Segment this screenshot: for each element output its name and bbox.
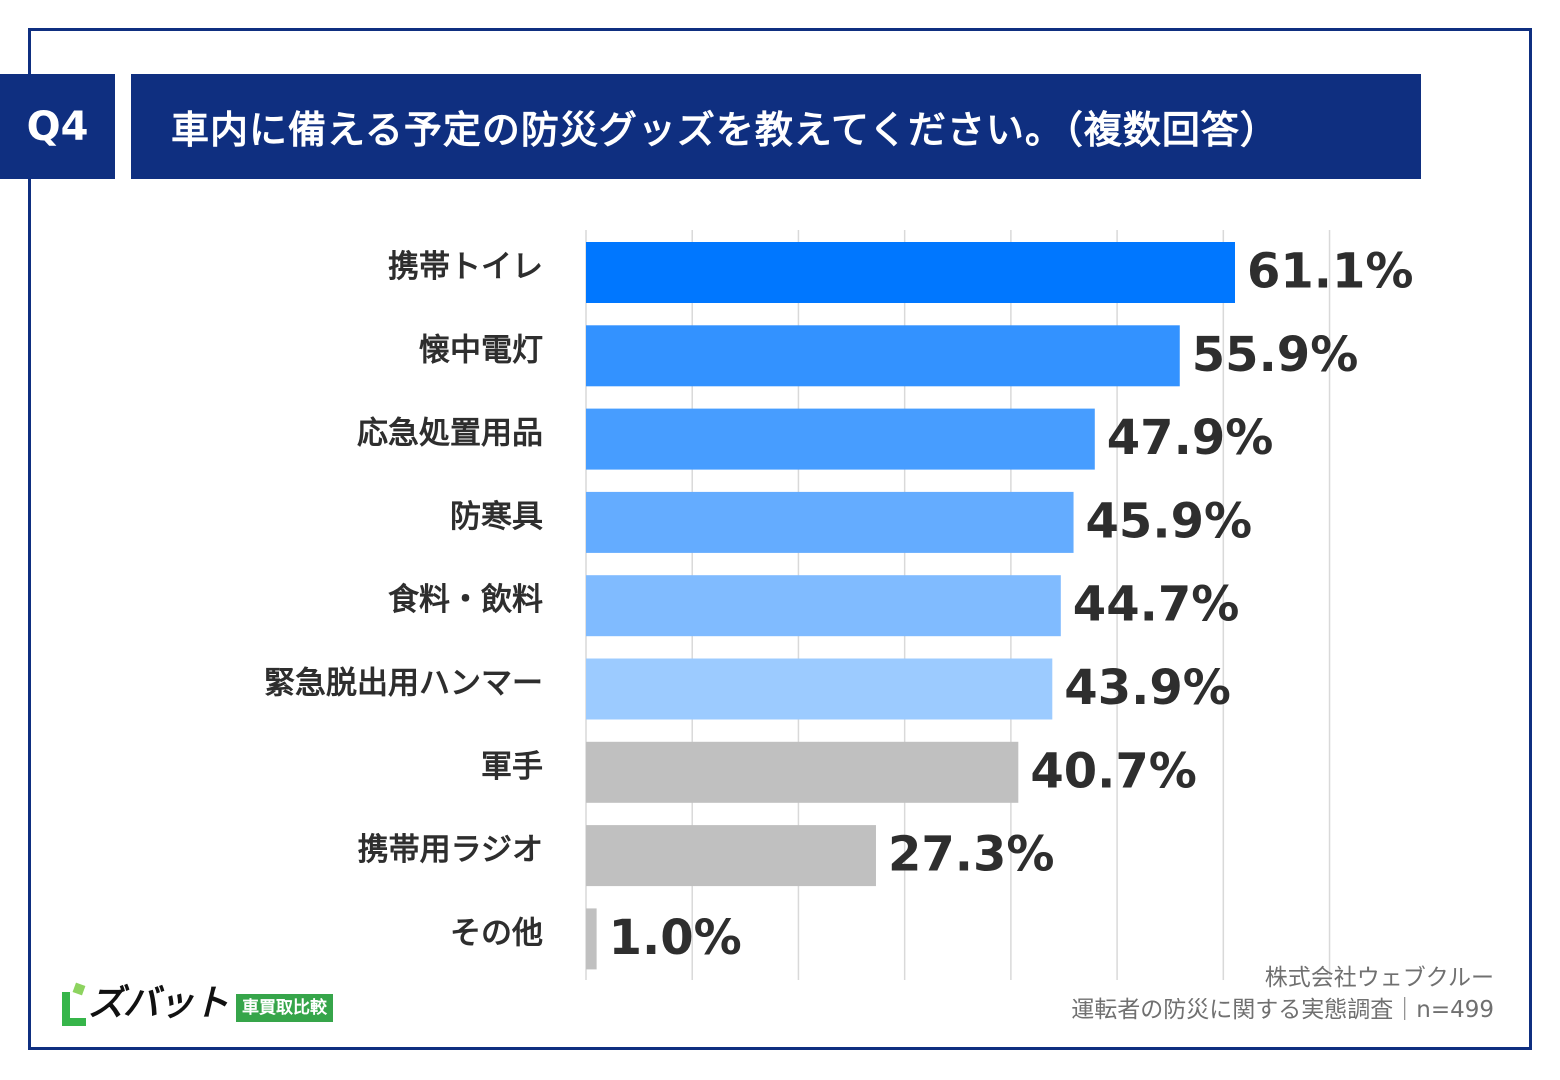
- value-label-3: 47.9%: [1107, 410, 1274, 466]
- zubat-logo: ズバット 車買取比較: [60, 976, 334, 1026]
- bar-5: [586, 575, 1061, 637]
- value-label-6: 43.9%: [1064, 660, 1231, 716]
- value-labels: 61.1% 55.9% 47.9% 45.9% 44.7% 43.9% 40.7% 27.3%…: [609, 244, 1414, 966]
- bar-8: [586, 825, 876, 887]
- value-label-5: 44.7%: [1073, 577, 1240, 633]
- value-label-1: 61.1%: [1247, 244, 1414, 300]
- value-label-9: 1.0%: [609, 910, 742, 966]
- category-label-1: 携帯トイレ: [388, 249, 543, 285]
- category-label-7: 軍手: [481, 749, 543, 785]
- value-label-8: 27.3%: [888, 827, 1055, 883]
- category-label-6: 緊急脱出用ハンマー: [264, 666, 543, 702]
- bar-4: [586, 491, 1074, 553]
- value-label-4: 45.9%: [1086, 493, 1253, 549]
- bar-6: [586, 658, 1053, 720]
- category-label-2: 懐中電灯: [419, 332, 543, 368]
- category-label-5: 食料・飲料: [388, 582, 543, 618]
- category-label-9: その他: [450, 915, 543, 951]
- logo-subtitle: 車買取比較: [236, 994, 334, 1022]
- question-title: 車内に備える予定の防災グッズを教えてください。（複数回答）: [131, 74, 1421, 179]
- bar-7: [586, 741, 1019, 803]
- category-label-3: 応急処置用品: [357, 416, 543, 452]
- bar-1: [586, 242, 1235, 303]
- category-labels: 携帯トイレ懐中電灯応急処置用品防寒具食料・飲料緊急脱出用ハンマー軍手携帯用ラジオ…: [264, 249, 543, 951]
- category-label-4: 防寒具: [450, 499, 543, 535]
- bar-9: [586, 908, 597, 970]
- value-label-2: 55.9%: [1192, 327, 1359, 383]
- bar-2: [586, 325, 1180, 387]
- source-company: 株式会社ウェブクルー: [1264, 965, 1494, 991]
- logo-mark-icon: [60, 982, 86, 1026]
- question-badge: Q4: [0, 74, 115, 179]
- bar-3: [586, 408, 1095, 470]
- logo-text: ズバット: [88, 983, 229, 1024]
- value-label-7: 40.7%: [1030, 743, 1197, 799]
- source-survey: 運転者の防災に関する実態調査｜n=499: [1071, 997, 1494, 1023]
- category-label-8: 携帯用ラジオ: [358, 832, 543, 868]
- source-note: 株式会社ウェブクルー 運転者の防災に関する実態調査｜n=499: [1071, 962, 1494, 1026]
- bars: [586, 242, 1235, 970]
